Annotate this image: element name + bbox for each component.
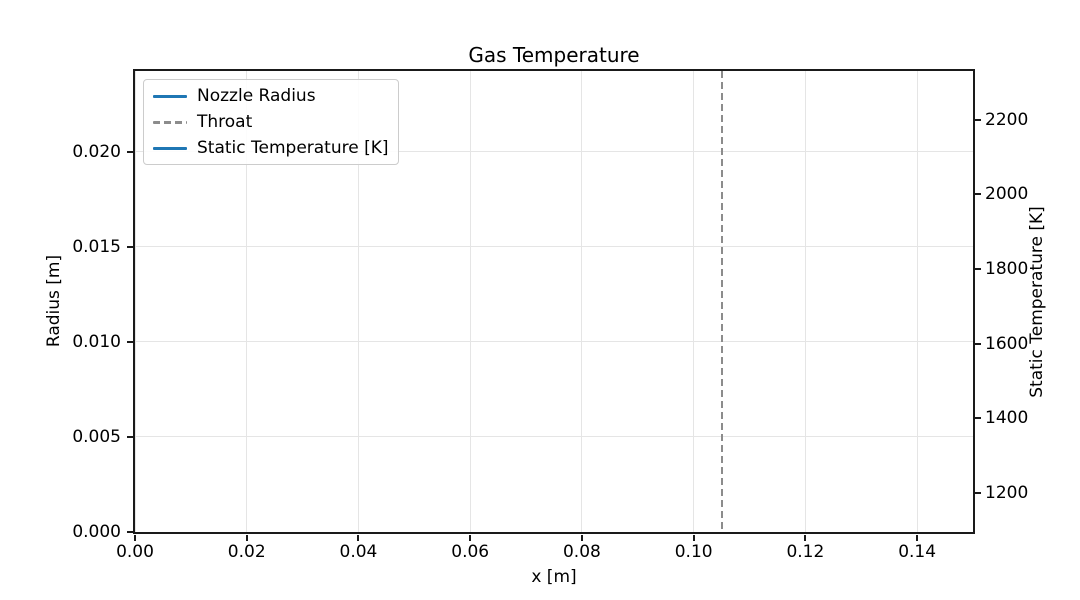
- x-tick-label: 0.12: [786, 542, 825, 562]
- x-gridline: [135, 71, 136, 532]
- y-right-tick-mark: [975, 417, 981, 420]
- legend-label: Static Temperature [K]: [197, 138, 389, 158]
- x-gridline: [581, 71, 583, 532]
- y-right-tick-mark: [975, 193, 981, 196]
- x-gridline: [357, 71, 359, 532]
- y-left-tick-mark: [127, 531, 133, 533]
- y-gridline: [135, 151, 973, 153]
- legend-line-sample: [153, 94, 187, 98]
- y-right-tick-label: 1600: [985, 333, 1029, 354]
- y-left-tick-mark: [127, 340, 133, 343]
- x-tick-label: 0.00: [116, 542, 154, 562]
- x-gridline: [469, 71, 471, 532]
- y-left-tick-mark: [127, 150, 133, 153]
- y-axis-label-left: Radius [m]: [44, 254, 64, 348]
- x-tick-label: 0.06: [451, 542, 490, 562]
- chart-title: Gas Temperature: [468, 43, 640, 67]
- legend-item: Nozzle Radius: [153, 83, 389, 109]
- y-right-tick-label: 1400: [985, 408, 1029, 429]
- x-gridline: [246, 71, 248, 532]
- y-right-tick-mark: [975, 342, 981, 345]
- y-left-tick-label: 0.000: [72, 522, 121, 542]
- legend-line-sample: [153, 146, 187, 150]
- y-gridline: [135, 436, 973, 438]
- legend: Nozzle Radius Throat Static Temperature [K…: [143, 79, 399, 165]
- x-tick-label: 0.08: [562, 542, 601, 562]
- y-gridline: [135, 246, 973, 248]
- y-axis-label-right: Static Temperature [K]: [1027, 206, 1047, 398]
- y-right-tick-mark: [975, 118, 981, 121]
- x-tick-mark: [357, 535, 360, 541]
- y-gridline: [135, 341, 973, 343]
- y-left-tick-label: 0.005: [72, 426, 121, 447]
- y-left-tick-mark: [127, 245, 133, 248]
- legend-label: Throat: [197, 112, 253, 132]
- legend-dashed-line-sample: [153, 120, 187, 124]
- x-gridline: [916, 71, 918, 532]
- y-left-tick-label: 0.010: [72, 331, 121, 352]
- y-right-tick-mark: [975, 268, 981, 271]
- x-tick-mark: [580, 535, 583, 541]
- x-tick-label: 0.14: [898, 542, 937, 562]
- y-right-tick-label: 1200: [985, 482, 1029, 503]
- throat-line: [720, 71, 723, 532]
- y-right-tick-label: 1800: [985, 259, 1029, 280]
- x-tick-label: 0.04: [339, 542, 378, 562]
- y-left-tick-mark: [127, 435, 133, 438]
- x-tick-mark: [134, 535, 136, 541]
- y-gridline: [135, 531, 973, 532]
- x-tick-mark: [245, 535, 248, 541]
- y-right-tick-label: 2000: [985, 184, 1029, 205]
- x-tick-mark: [692, 535, 695, 541]
- legend-item: Throat: [153, 109, 389, 135]
- x-tick-label: 0.10: [674, 542, 713, 562]
- x-tick-mark: [916, 535, 919, 541]
- y-left-tick-label: 0.015: [72, 236, 121, 257]
- y-right-tick-label: 2200: [985, 109, 1029, 130]
- x-axis-label: x [m]: [531, 567, 577, 587]
- legend-label: Nozzle Radius: [197, 86, 316, 106]
- legend-item: Static Temperature [K]: [153, 135, 389, 161]
- x-gridline: [804, 71, 806, 532]
- x-gridline: [693, 71, 695, 532]
- x-tick-mark: [804, 535, 807, 541]
- y-right-tick-mark: [975, 491, 981, 494]
- y-left-tick-label: 0.020: [72, 141, 121, 162]
- x-tick-label: 0.02: [227, 542, 266, 562]
- x-tick-mark: [469, 535, 472, 541]
